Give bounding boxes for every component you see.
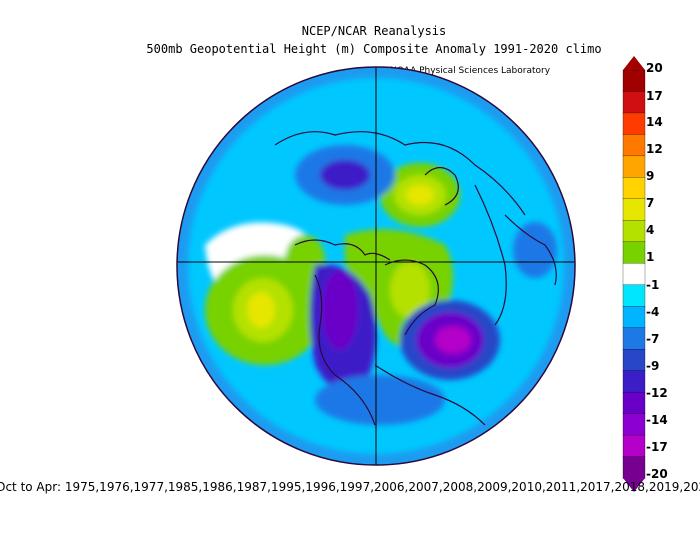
colorbar-segment xyxy=(622,434,646,458)
colorbar-tick-label: -12 xyxy=(646,386,668,400)
colorbar-segment xyxy=(622,306,646,329)
chart-subtitle: 500mb Geopotential Height (m) Composite … xyxy=(146,42,602,56)
colorbar-segment xyxy=(622,134,646,157)
colorbar-tick-label: 12 xyxy=(646,142,663,156)
colorbar-tick-label: -7 xyxy=(646,332,660,346)
map-border xyxy=(176,66,576,466)
coastlines xyxy=(274,131,557,426)
colorbar-segment xyxy=(622,155,646,179)
colorbar-segment xyxy=(622,198,646,221)
colorbar-tick-label: -17 xyxy=(646,440,668,454)
colorbar-tick-label: -4 xyxy=(646,305,660,319)
colorbar-tick-label: 17 xyxy=(646,89,663,103)
colorbar-tick-label: -20 xyxy=(646,467,668,481)
colorbar-segment xyxy=(622,391,646,415)
colorbar-segment xyxy=(622,456,646,479)
colorbar-segment xyxy=(622,263,646,286)
colorbar-bottom-arrow xyxy=(623,478,645,492)
negative-lobe-south xyxy=(315,375,445,425)
colorbar-tick-label: 7 xyxy=(646,196,655,210)
polar-anomaly-map xyxy=(176,66,576,466)
composite-years-footer: Oct to Apr: 1975,1976,1977,1985,1986,198… xyxy=(0,480,700,494)
chart-title: NCEP/NCAR Reanalysis xyxy=(301,24,447,38)
colorbar xyxy=(622,56,646,492)
colorbar-tick-label: 4 xyxy=(646,223,655,237)
colorbar-top-arrow xyxy=(623,56,645,70)
colorbar-tick-label: 20 xyxy=(646,61,663,75)
colorbar-tick-label: -9 xyxy=(646,359,660,373)
colorbar-segment xyxy=(622,241,646,264)
colorbar-segment xyxy=(622,327,646,350)
colorbar-segment xyxy=(622,177,646,200)
colorbar-segment xyxy=(622,69,646,93)
colorbar-segment xyxy=(622,370,646,393)
colorbar-segment xyxy=(622,91,646,114)
colorbar-tick-label: 9 xyxy=(646,169,655,183)
colorbar-segment xyxy=(622,220,646,243)
colorbar-segment xyxy=(622,112,646,136)
colorbar-tick-label: -1 xyxy=(646,278,660,292)
colorbar-tick-label: 14 xyxy=(646,115,663,129)
colorbar-segment xyxy=(622,349,646,372)
colorbar-segment xyxy=(622,413,646,436)
colorbar-tick-label: -14 xyxy=(646,413,668,427)
colorbar-tick-label: 1 xyxy=(646,250,655,264)
colorbar-segment xyxy=(622,284,646,307)
